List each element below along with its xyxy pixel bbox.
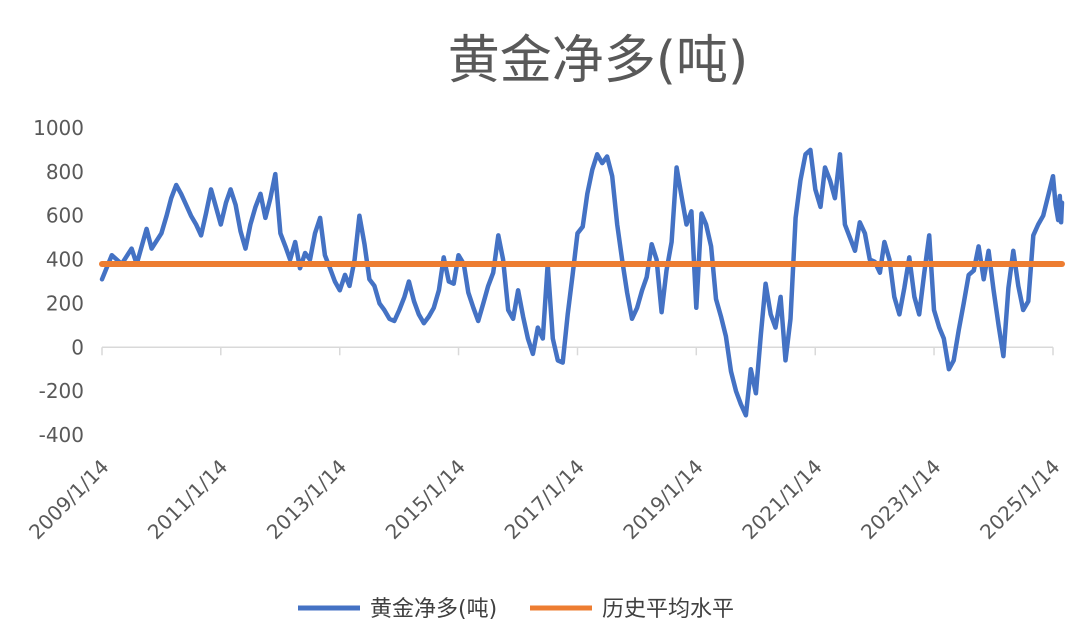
legend-label: 历史平均水平 (602, 597, 734, 622)
y-tick-label: 0 (71, 335, 84, 359)
legend: 黄金净多(吨) 历史平均水平 (298, 597, 734, 622)
y-tick-label: 1000 (33, 116, 84, 140)
y-tick-label: 800 (46, 160, 84, 184)
legend-label: 黄金净多(吨) (370, 597, 497, 622)
y-tick-label: 400 (46, 248, 84, 272)
y-tick-label: -400 (39, 423, 84, 447)
x-tick-label: 2017/1/14 (500, 455, 589, 544)
x-tick-label: 2009/1/14 (24, 455, 113, 544)
x-tick-label: 2011/1/14 (143, 455, 232, 544)
series-layer (99, 147, 1065, 418)
y-tick-label: 200 (46, 291, 84, 315)
chart-title: 黄金净多(吨) (447, 31, 749, 91)
y-tick-label: 600 (46, 204, 84, 228)
x-axis-labels: 2009/1/14 2011/1/14 2013/1/14 2015/1/14 2017… (24, 455, 1064, 544)
x-axis (101, 346, 1054, 356)
series-line-gold-net-long (99, 147, 1065, 418)
y-axis-labels: 1000 800 600 400 200 0 -200 -400 (33, 116, 84, 447)
x-tick-label: 2025/1/14 (975, 455, 1064, 544)
x-tick-label: 2015/1/14 (381, 455, 470, 544)
x-tick-label: 2023/1/14 (856, 455, 945, 544)
x-tick-label: 2019/1/14 (618, 455, 707, 544)
y-tick-label: -200 (39, 379, 84, 403)
x-tick-label: 2013/1/14 (262, 455, 351, 544)
x-tick-label: 2021/1/14 (737, 455, 826, 544)
